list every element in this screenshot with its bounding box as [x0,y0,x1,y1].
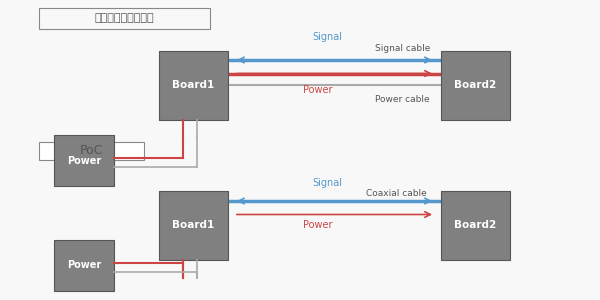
FancyBboxPatch shape [441,190,510,260]
Text: Power: Power [67,260,101,271]
Text: Power: Power [67,155,101,166]
Text: Board1: Board1 [172,80,215,91]
Text: Power: Power [303,85,333,95]
Text: Signal: Signal [312,178,342,188]
FancyBboxPatch shape [54,135,114,186]
FancyBboxPatch shape [39,142,144,160]
FancyBboxPatch shape [159,190,228,260]
Text: Power: Power [303,220,333,230]
FancyBboxPatch shape [39,8,210,29]
FancyBboxPatch shape [159,51,228,120]
Text: Signal cable: Signal cable [375,44,430,53]
Text: Board2: Board2 [454,80,497,91]
Text: Board2: Board2 [454,220,497,230]
Text: Power cable: Power cable [375,94,430,103]
Text: Signal: Signal [312,32,342,43]
Text: Board1: Board1 [172,220,215,230]
FancyBboxPatch shape [54,240,114,291]
Text: 従来の伝送システム: 従来の伝送システム [95,13,154,23]
Text: Coaxial cable: Coaxial cable [366,189,427,198]
FancyBboxPatch shape [441,51,510,120]
Text: PoC: PoC [80,144,103,157]
